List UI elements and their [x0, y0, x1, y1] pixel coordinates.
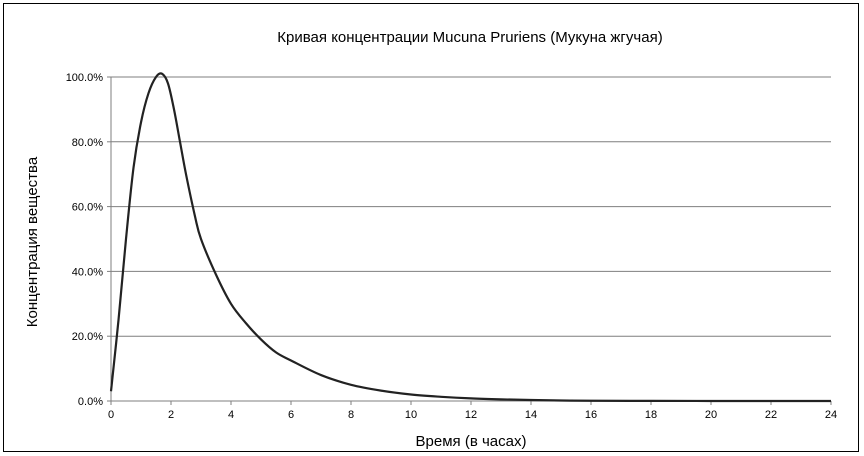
x-tick-label: 8	[348, 409, 354, 421]
x-tick-label: 20	[705, 409, 717, 421]
y-tick-label: 40.0%	[72, 266, 103, 278]
x-tick-label: 22	[765, 409, 777, 421]
chart-frame: Кривая концентрации Mucuna Pruriens (Мук…	[3, 3, 859, 452]
y-tick-label: 0.0%	[78, 396, 103, 408]
x-tick-label: 4	[228, 409, 234, 421]
x-tick-label: 16	[585, 409, 597, 421]
x-tick-label: 14	[525, 409, 537, 421]
y-axis-label: Концентрация вещества	[24, 156, 41, 327]
x-tick-label: 24	[825, 409, 837, 421]
x-tick-label: 6	[288, 409, 294, 421]
y-tick-label: 100.0%	[66, 72, 104, 84]
x-tick-label: 10	[405, 409, 417, 421]
y-tick-label: 60.0%	[72, 202, 103, 214]
concentration-series-line	[109, 72, 832, 403]
concentration-chart: Кривая концентрации Mucuna Pruriens (Мук…	[24, 29, 837, 450]
x-tick-label: 2	[168, 409, 174, 421]
y-tick-label: 20.0%	[72, 331, 103, 343]
y-tick-label: 80.0%	[72, 137, 103, 149]
x-tick-label: 18	[645, 409, 657, 421]
chart-title: Кривая концентрации Mucuna Pruriens (Мук…	[277, 29, 662, 46]
x-tick-label: 12	[465, 409, 477, 421]
x-axis-label: Время (в часах)	[416, 433, 527, 450]
x-tick-label: 0	[108, 409, 114, 421]
